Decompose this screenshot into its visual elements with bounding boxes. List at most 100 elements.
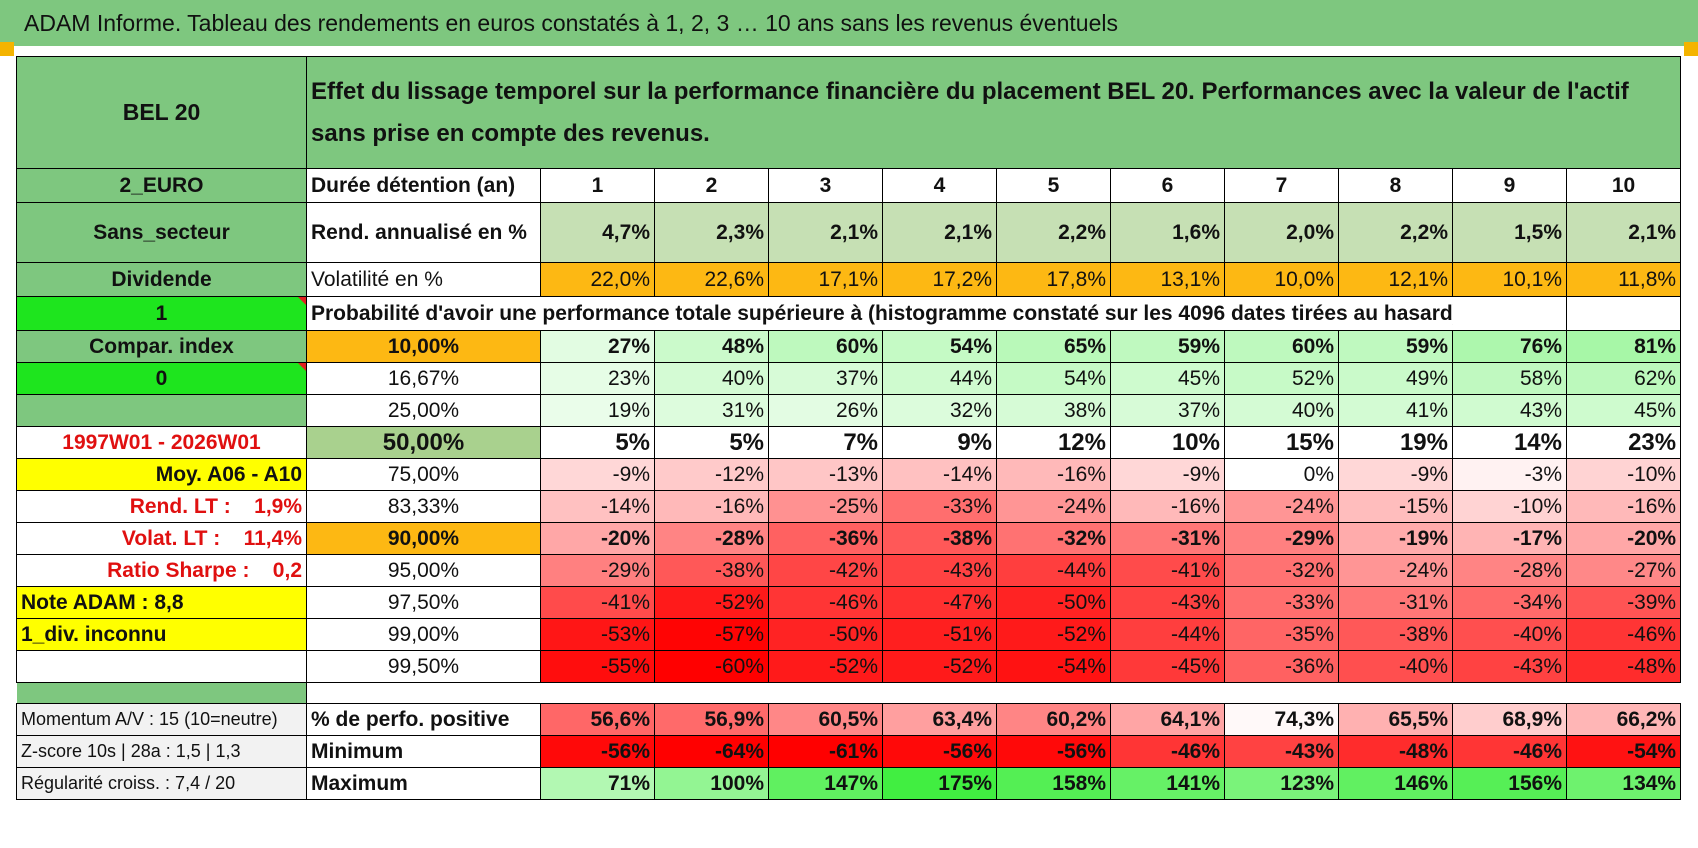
param-one-cell[interactable]: 1 [16, 296, 307, 331]
min-value-3: -61% [768, 735, 883, 768]
pos-value-3: 60,5% [768, 703, 883, 736]
prob-value: 52% [1224, 362, 1339, 395]
pos-value-2: 56,9% [654, 703, 769, 736]
prob-value: -55% [540, 650, 655, 683]
min-value-1: -56% [540, 735, 655, 768]
momentum-cell: Momentum A/V : 15 (10=neutre) [16, 703, 307, 736]
performance-sheet: BEL 20 Effet du lissage temporel sur la … [16, 56, 1682, 800]
rend-value-7: 2,0% [1224, 202, 1339, 263]
prob-value: 15% [1224, 426, 1339, 459]
prob-value: 48% [654, 330, 769, 363]
currency-cell: 2_EURO [16, 168, 307, 203]
prob-value: -39% [1565, 586, 1682, 619]
moy-cell: Moy. A06 - A10 [16, 458, 307, 491]
prob-value: 62% [1565, 362, 1682, 395]
vol-value-3: 17,1% [768, 262, 883, 297]
prob-value: -15% [1338, 490, 1453, 523]
comment-marker [298, 363, 306, 371]
max-value-4: 175% [882, 767, 997, 800]
regularite-cell: Régularité croiss. : 7,4 / 20 [16, 767, 307, 800]
prob-value: 23% [1565, 426, 1682, 459]
vol-value-10: 11,8% [1565, 262, 1682, 297]
year-header-7: 7 [1224, 168, 1339, 203]
prob-value: -14% [882, 458, 997, 491]
prob-value: -48% [1565, 650, 1682, 683]
prob-value: 12% [996, 426, 1111, 459]
prob-value: -34% [1452, 586, 1567, 619]
duration-label: Durée détention (an) [306, 168, 541, 203]
description-cell: Effet du lissage temporel sur la perform… [305, 56, 1682, 169]
vol-value-9: 10,1% [1452, 262, 1567, 297]
max-value-5: 158% [996, 767, 1111, 800]
prob-value: 60% [1224, 330, 1339, 363]
param-zero-cell[interactable]: 0 [16, 362, 307, 395]
prob-value: -52% [882, 650, 997, 683]
year-header-6: 6 [1110, 168, 1225, 203]
threshold-cell: 16,67% [306, 362, 541, 395]
prob-value: -40% [1452, 618, 1567, 651]
threshold-cell: 99,50% [306, 650, 541, 683]
prob-value: -60% [654, 650, 769, 683]
prob-value: 41% [1338, 394, 1453, 427]
prob-value: -38% [882, 522, 997, 555]
rend-value-8: 2,2% [1338, 202, 1453, 263]
prob-value: -9% [1338, 458, 1453, 491]
pos-value-6: 64,1% [1110, 703, 1225, 736]
prob-value: 5% [540, 426, 655, 459]
vol-label: Volatilité en % [306, 262, 541, 297]
rend-value-6: 1,6% [1110, 202, 1225, 263]
max-value-10: 134% [1565, 767, 1682, 800]
separator-green [16, 682, 307, 704]
prob-value: 31% [654, 394, 769, 427]
prob-value: -53% [540, 618, 655, 651]
asset-name-cell: BEL 20 [16, 56, 307, 169]
max-value-9: 156% [1452, 767, 1567, 800]
vol-value-4: 17,2% [882, 262, 997, 297]
prob-value: 58% [1452, 362, 1567, 395]
pos-value-10: 66,2% [1565, 703, 1682, 736]
prob-value: -28% [1452, 554, 1567, 587]
prob-value: 14% [1452, 426, 1567, 459]
prob-value: -29% [540, 554, 655, 587]
prob-value: -16% [654, 490, 769, 523]
prob-value: -41% [1110, 554, 1225, 587]
prob-value: -52% [654, 586, 769, 619]
volat-lt-cell: Volat. LT : 11,4% [16, 522, 307, 555]
prob-value: 19% [540, 394, 655, 427]
vol-value-1: 22,0% [540, 262, 655, 297]
year-header-1: 1 [540, 168, 655, 203]
threshold-cell: 90,00% [306, 522, 541, 555]
prob-value: 9% [882, 426, 997, 459]
prob-value: -25% [768, 490, 883, 523]
compar-index-cell: Compar. index [16, 330, 307, 363]
comment-marker [298, 297, 306, 305]
prob-value: -31% [1110, 522, 1225, 555]
prob-value: -24% [1338, 554, 1453, 587]
prob-value: -42% [768, 554, 883, 587]
prob-value: 60% [768, 330, 883, 363]
rend-value-5: 2,2% [996, 202, 1111, 263]
prob-value: 45% [1110, 362, 1225, 395]
prob-value: 49% [1338, 362, 1453, 395]
prob-value: 7% [768, 426, 883, 459]
empty-cell [1452, 296, 1567, 331]
prob-value: -16% [1110, 490, 1225, 523]
year-header-2: 2 [654, 168, 769, 203]
separator-gap [305, 682, 1681, 704]
max-value-6: 141% [1110, 767, 1225, 800]
prob-value: -17% [1452, 522, 1567, 555]
prob-value: 40% [1224, 394, 1339, 427]
prob-value: -24% [996, 490, 1111, 523]
prob-value: -33% [1224, 586, 1339, 619]
prob-value: -52% [768, 650, 883, 683]
prob-value: -13% [768, 458, 883, 491]
year-header-9: 9 [1452, 168, 1567, 203]
zscore-cell: Z-score 10s | 28a : 1,5 | 1,3 [16, 735, 307, 768]
prob-value: -43% [1452, 650, 1567, 683]
prob-value: -9% [540, 458, 655, 491]
sector-cell: Sans_secteur [16, 202, 307, 263]
prob-value: -20% [1565, 522, 1682, 555]
max-value-3: 147% [768, 767, 883, 800]
year-header-10: 10 [1565, 168, 1682, 203]
min-value-2: -64% [654, 735, 769, 768]
